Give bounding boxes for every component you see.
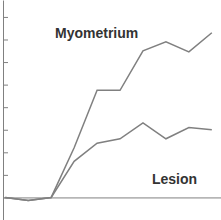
y-tick: [3, 152, 8, 153]
plot-area: [5, 33, 212, 201]
y-tick: [3, 62, 8, 63]
y-tick: [3, 130, 8, 131]
series-label: Myometrium: [55, 25, 138, 41]
series-label: Lesion: [152, 171, 197, 187]
y-tick-mark: [3, 39, 8, 40]
y-tick: [3, 107, 8, 108]
y-tick: [3, 85, 8, 86]
y-tick-mark: [3, 107, 8, 108]
x-axis-line: [4, 197, 221, 198]
x-axis: [4, 197, 221, 198]
y-axis-line: [3, 1, 4, 220]
chart: Myometrium Lesion: [0, 0, 221, 220]
y-tick-mark: [3, 175, 8, 176]
y-axis: [3, 1, 8, 220]
y-tick-mark: [3, 17, 8, 18]
series-line: [5, 33, 212, 201]
y-tick-mark: [3, 152, 8, 153]
y-tick-mark: [3, 85, 8, 86]
y-tick-mark: [3, 62, 8, 63]
y-tick-mark: [3, 130, 8, 131]
y-tick: [3, 39, 8, 40]
series-line: [5, 123, 212, 200]
y-tick: [3, 17, 8, 18]
y-tick: [3, 175, 8, 176]
